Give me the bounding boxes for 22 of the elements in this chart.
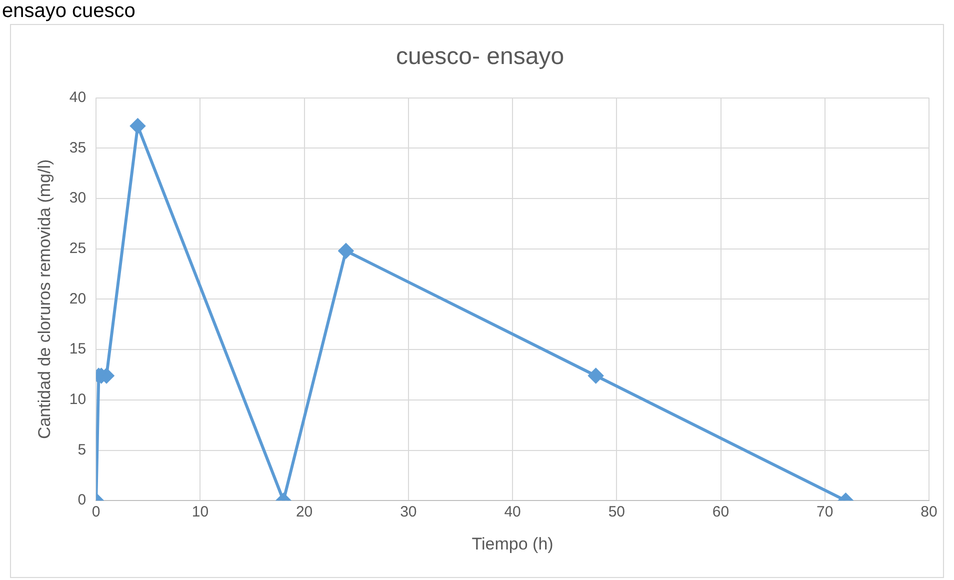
- y-tick-label: 25: [69, 240, 86, 257]
- y-tick-label: 10: [69, 391, 86, 408]
- x-axis-title: Tiempo (h): [472, 534, 554, 554]
- y-tick-label: 0: [78, 492, 86, 509]
- x-tick-label: 70: [816, 504, 834, 521]
- x-tick-label: 50: [608, 504, 625, 521]
- y-tick-label: 30: [69, 190, 86, 207]
- x-tick-label: 0: [92, 504, 100, 521]
- y-tick-label: 5: [78, 441, 86, 458]
- x-tick-label: 20: [296, 504, 313, 521]
- text: ensayo cuesco: [2, 0, 136, 22]
- x-tick-label: 30: [400, 504, 417, 521]
- x-tick-label: 60: [712, 504, 730, 521]
- x-tick-label: 40: [504, 504, 521, 521]
- y-tick-label: 20: [69, 290, 86, 308]
- y-tick-label: 35: [69, 139, 86, 156]
- x-tick-label: 10: [192, 504, 209, 521]
- chart-title: cuesco- ensayo: [396, 43, 564, 70]
- y-axis-title: Cantidad de cloruros removida (mg/l): [34, 159, 54, 440]
- x-tick-label: 80: [920, 504, 938, 521]
- y-tick-label: 40: [69, 88, 86, 106]
- y-tick-label: 15: [69, 340, 86, 358]
